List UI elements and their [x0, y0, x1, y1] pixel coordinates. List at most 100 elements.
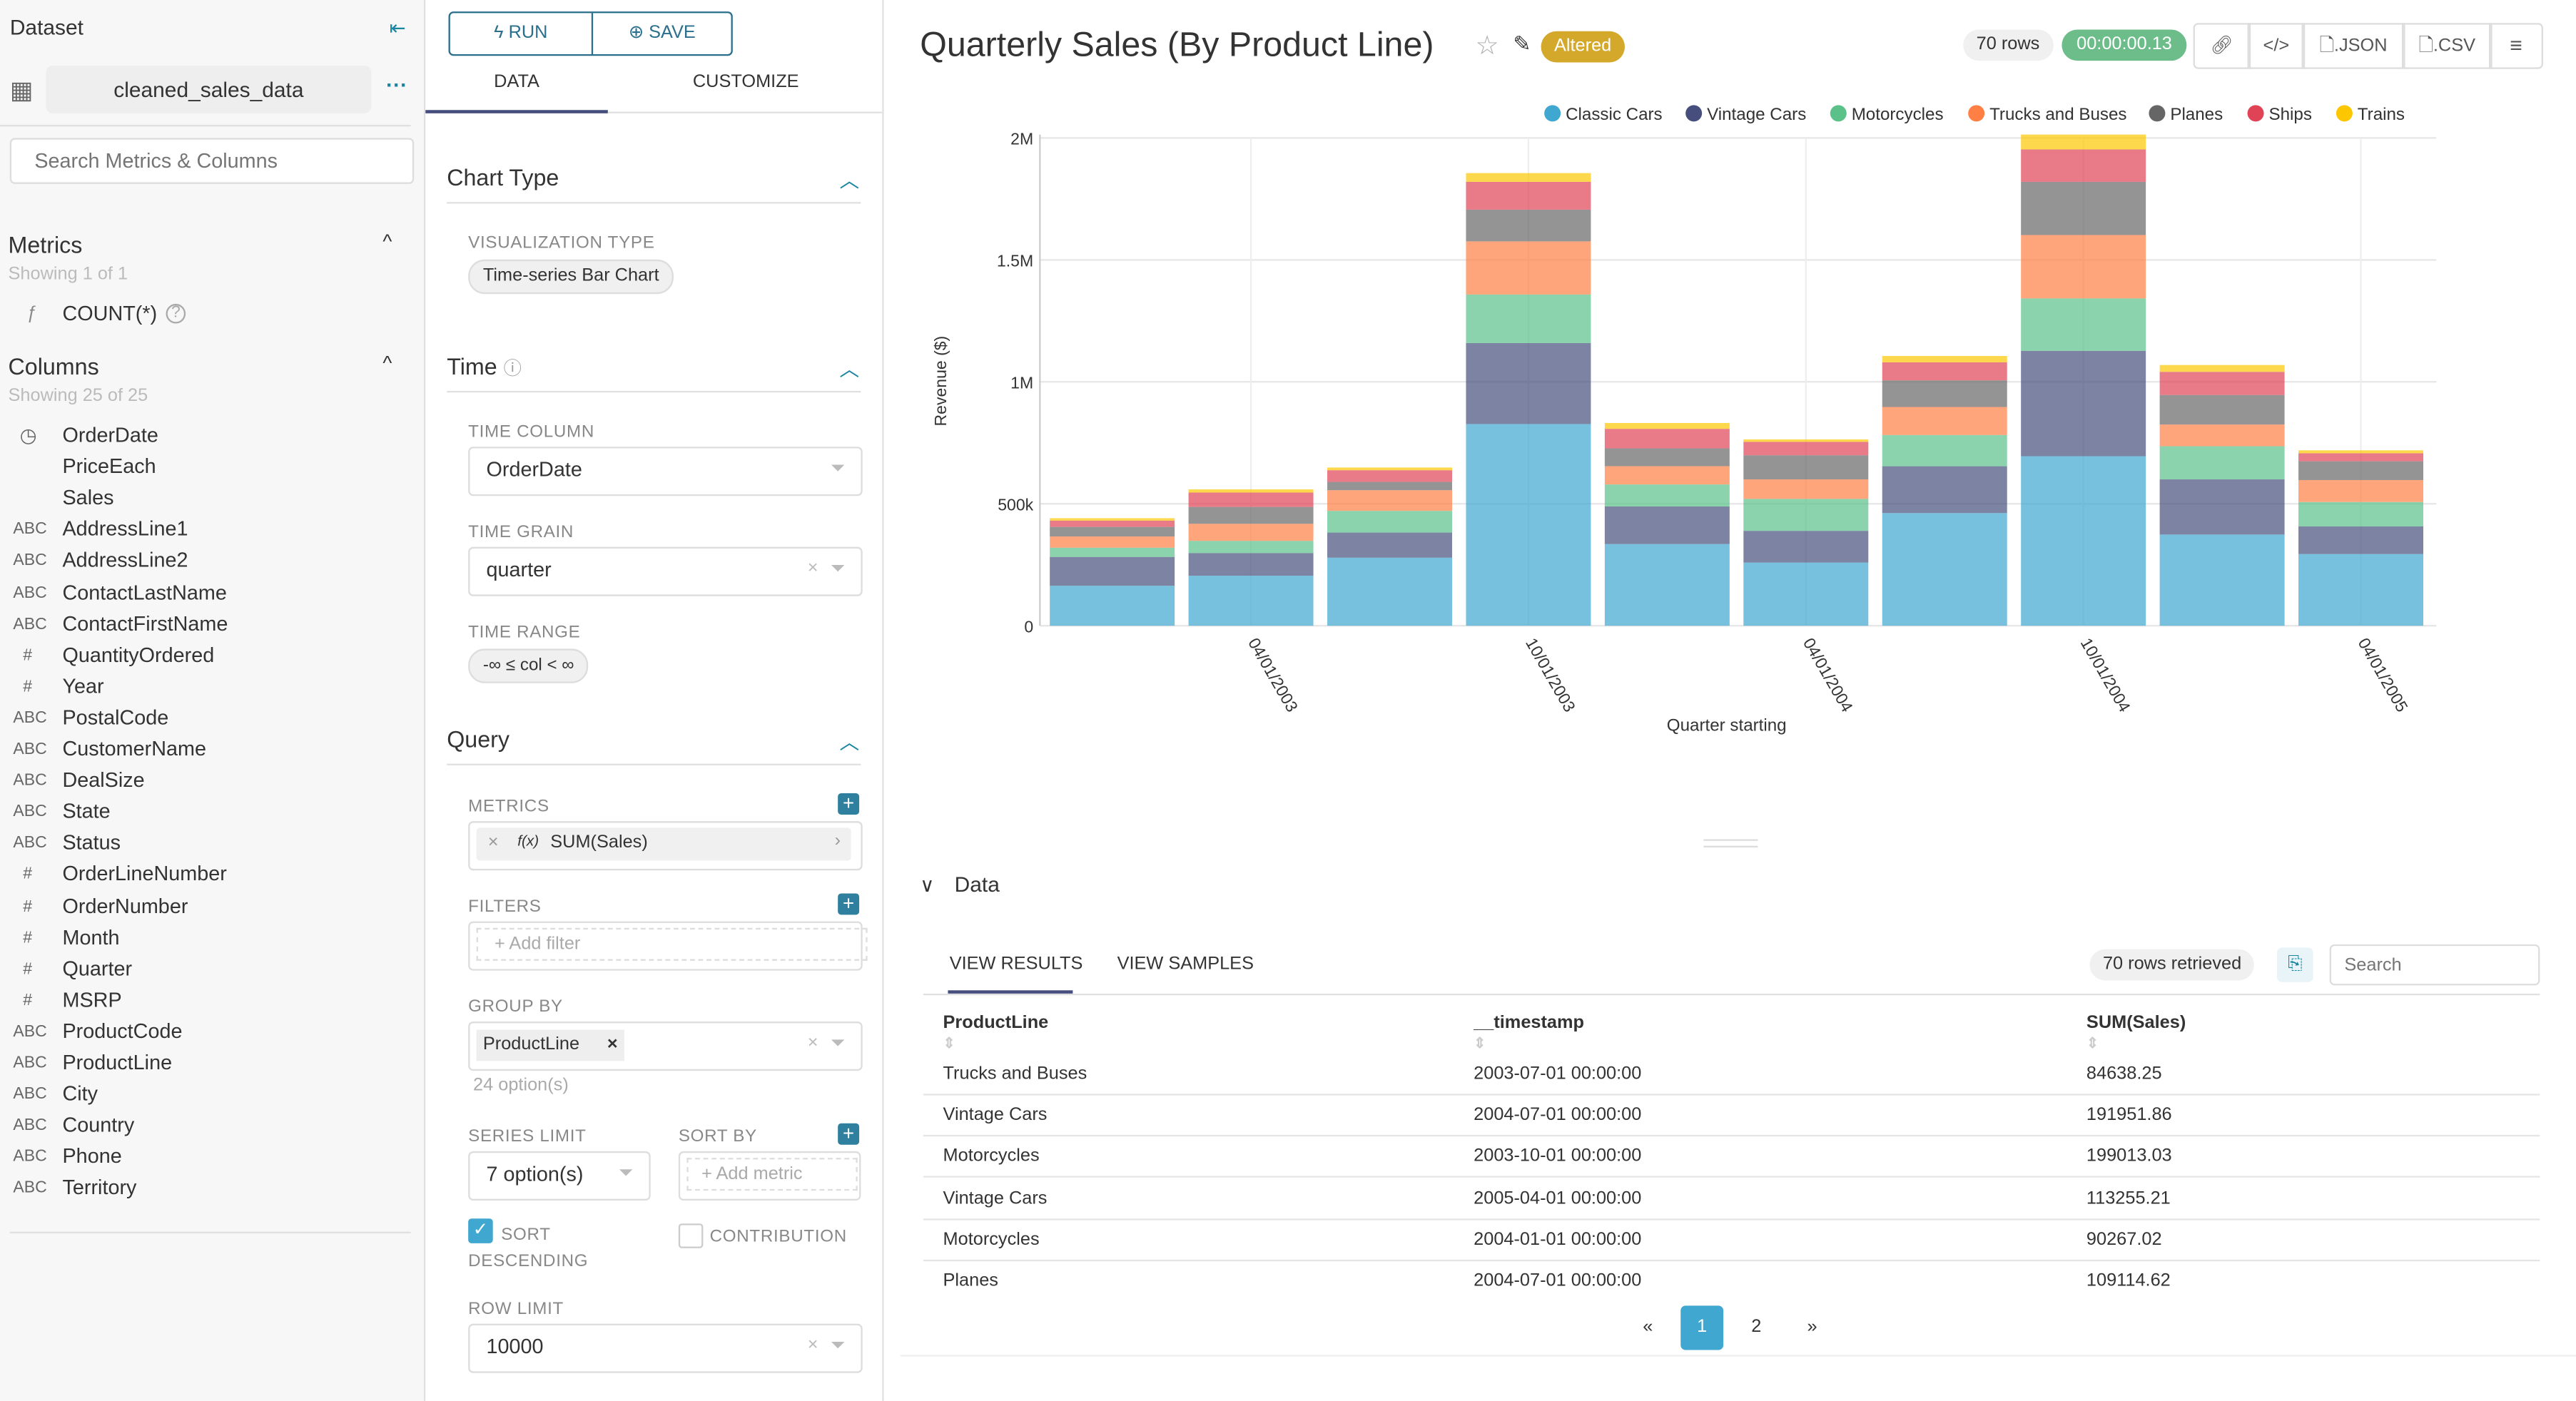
pagination-page-1[interactable]: 1 — [1680, 1305, 1724, 1350]
column-item[interactable]: ABC ProductCode — [0, 1017, 411, 1048]
menu-icon[interactable]: ≡ — [2488, 23, 2543, 69]
metrics-collapse-icon[interactable]: ^ — [382, 230, 392, 253]
add-sort-plus-button[interactable]: + — [838, 1124, 860, 1145]
column-item[interactable]: ABC Phone — [0, 1142, 411, 1173]
column-item[interactable]: ◷ OrderDate — [0, 420, 411, 452]
bar-segment — [1604, 544, 1730, 626]
metric-count[interactable]: COUNT(*) — [62, 302, 158, 325]
table-row: Vintage Cars 2005-04-01 00:00:00 113255.21 — [923, 1177, 2540, 1220]
column-header[interactable]: ProductLine ⇕ — [943, 1013, 1049, 1051]
link-button[interactable]: 🔗︎ — [2193, 23, 2251, 69]
contribution-checkbox[interactable] — [678, 1223, 704, 1248]
legend-swatch — [2247, 105, 2264, 122]
embed-code-button[interactable]: </> — [2247, 23, 2306, 69]
bar-segment — [1188, 489, 1314, 493]
string-type-icon: ABC — [13, 1148, 47, 1167]
sort-by-field[interactable]: + Add metric — [678, 1151, 861, 1201]
data-section-title[interactable]: Data — [954, 872, 1000, 897]
chart-title[interactable]: Quarterly Sales (By Product Line) — [920, 26, 1434, 64]
numeric-type-icon: # — [23, 646, 33, 665]
remove-tag-icon[interactable]: × — [607, 1034, 618, 1055]
column-item[interactable]: PriceEach — [0, 452, 411, 483]
star-icon[interactable]: ☆ — [1475, 33, 1499, 61]
search-metrics-input[interactable] — [9, 138, 415, 184]
filters-field[interactable]: + Add filter — [468, 921, 868, 971]
bar-segment — [1604, 448, 1730, 467]
column-item[interactable]: ABC CustomerName — [0, 734, 411, 765]
column-item[interactable]: ABC ProductLine — [0, 1048, 411, 1079]
column-item[interactable]: ABC AddressLine1 — [0, 514, 411, 546]
export-json-button[interactable]: 🗋.JSON — [2301, 23, 2405, 69]
column-item[interactable]: Sales — [0, 483, 411, 514]
column-item[interactable]: ABC State — [0, 797, 411, 828]
tab-view-samples[interactable]: VIEW SAMPLES — [1117, 954, 1254, 974]
column-header[interactable]: __timestamp ⇕ — [1474, 1013, 1585, 1051]
column-item[interactable]: ABC AddressLine2 — [0, 546, 411, 577]
column-item[interactable]: ABC PostalCode — [0, 703, 411, 734]
metric-tag[interactable]: × f(x) SUM(Sales) › — [476, 827, 851, 861]
column-item[interactable]: # OrderLineNumber — [0, 860, 411, 891]
time-column-select[interactable]: OrderDate — [468, 447, 863, 496]
column-item[interactable]: # MSRP — [0, 985, 411, 1017]
remove-icon[interactable]: × — [487, 832, 499, 852]
row-limit-select[interactable]: 10000 × — [468, 1323, 863, 1373]
bar-segment — [1882, 356, 2007, 362]
time-grain-select[interactable]: quarter × — [468, 546, 863, 596]
time-range-pill[interactable]: -∞ ≤ col < ∞ — [468, 648, 589, 683]
column-name: ProductCode — [62, 1019, 183, 1043]
column-item[interactable]: ABC DealSize — [0, 765, 411, 797]
viz-type-pill[interactable]: Time-series Bar Chart — [468, 259, 674, 295]
column-item[interactable]: ABC Territory — [0, 1173, 411, 1205]
tab-data[interactable]: DATA — [494, 72, 539, 92]
tab-view-results[interactable]: VIEW RESULTS — [949, 954, 1083, 974]
altered-badge[interactable]: Altered — [1541, 31, 1625, 63]
edit-icon[interactable]: ✎ — [1513, 31, 1531, 56]
pagination-next[interactable]: » — [1807, 1317, 1817, 1338]
table-cell: Motorcycles — [943, 1229, 1040, 1250]
more-options-icon[interactable]: ··· — [386, 72, 407, 97]
time-collapse-icon[interactable]: ︿ — [839, 357, 860, 382]
chart-type-collapse-icon[interactable]: ︿ — [839, 169, 860, 193]
column-item[interactable]: # Year — [0, 671, 411, 703]
legend-swatch — [1830, 105, 1847, 122]
add-filter-plus-button[interactable]: + — [838, 893, 860, 915]
run-button[interactable]: ϟ RUN — [450, 13, 594, 54]
dataset-name[interactable]: cleaned_sales_data — [46, 66, 372, 113]
table-cell: 2004-07-01 00:00:00 — [1474, 1105, 1642, 1126]
sort-descending-checkbox[interactable]: ✓ — [468, 1218, 493, 1243]
export-csv-button[interactable]: 🗋.CSV — [2401, 23, 2493, 69]
metrics-count: Showing 1 of 1 — [8, 264, 128, 285]
viz-type-label: VISUALIZATION TYPE — [468, 233, 655, 253]
pagination-prev[interactable]: « — [1643, 1317, 1653, 1338]
results-search-input[interactable] — [2329, 944, 2540, 986]
group-by-select[interactable]: ProductLine × × — [468, 1022, 863, 1071]
query-collapse-icon[interactable]: ︿ — [839, 730, 860, 754]
pagination-page-2[interactable]: 2 — [1751, 1317, 1762, 1338]
add-metric-plus-button[interactable]: + — [838, 793, 860, 815]
x-tick-label: 10/01/2003 — [1522, 635, 1579, 715]
columns-collapse-icon[interactable]: ^ — [382, 351, 392, 375]
column-item[interactable]: ABC ContactLastName — [0, 577, 411, 608]
column-item[interactable]: # OrderNumber — [0, 891, 411, 922]
bar-segment — [1743, 531, 1869, 563]
copy-icon[interactable]: ⎘ — [2276, 947, 2313, 982]
help-icon[interactable]: ? — [166, 303, 186, 324]
tab-customize[interactable]: CUSTOMIZE — [692, 72, 799, 92]
table-row: Planes 2004-07-01 00:00:00 109114.62 — [923, 1260, 2540, 1301]
bar-segment — [1050, 536, 1175, 548]
column-item[interactable]: ABC Country — [0, 1111, 411, 1142]
resize-handle[interactable] — [1703, 839, 1758, 847]
column-item[interactable]: # Month — [0, 922, 411, 954]
column-header[interactable]: SUM(Sales) ⇕ — [2086, 1013, 2186, 1051]
save-button[interactable]: ⊕ SAVE — [628, 23, 696, 43]
collapse-icon[interactable]: ⇤ — [389, 16, 406, 40]
column-item[interactable]: ABC City — [0, 1079, 411, 1111]
column-name: DealSize — [62, 768, 145, 792]
chevron-down-icon[interactable]: ∨ — [920, 873, 935, 897]
column-item[interactable]: ABC ContactFirstName — [0, 608, 411, 640]
bar-segment — [2298, 526, 2424, 554]
series-limit-select[interactable]: 7 option(s) — [468, 1151, 651, 1201]
column-item[interactable]: # Quarter — [0, 954, 411, 985]
column-item[interactable]: # QuantityOrdered — [0, 640, 411, 671]
column-item[interactable]: ABC Status — [0, 828, 411, 860]
